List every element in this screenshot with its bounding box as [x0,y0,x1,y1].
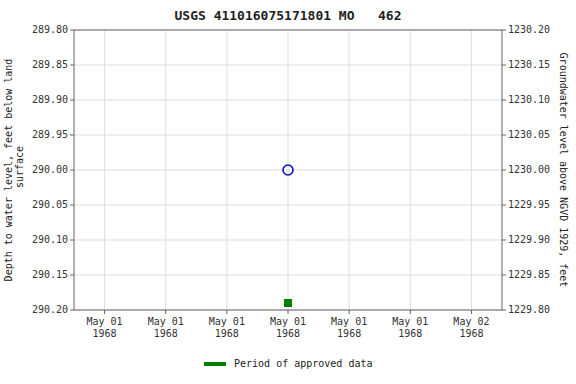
tick-label: 290.15 [32,269,68,280]
chart: 289.80 289.85 289.90 289.95 290.00 290.05 290.… [0,0,576,384]
text-line: May 01 [87,316,123,327]
tick-label: May 011968 [331,316,367,339]
tick-label: 1229.80 [508,304,550,315]
tick-mark [502,135,506,136]
grid-line [226,30,227,310]
tick-label: 1229.90 [508,234,550,245]
tick-mark [70,135,74,136]
point [284,299,292,307]
tick-label: 1230.10 [508,94,550,105]
text-line: May 01 [331,316,367,327]
text-line: May 01 [270,316,306,327]
grid-line [349,30,350,310]
tick-mark [70,65,74,66]
tick-mark [165,310,166,314]
text-line: Depth to water level, feet below land [3,59,14,282]
tick-label: 1230.05 [508,129,550,140]
text-line: May 01 [148,316,184,327]
tick-mark [502,170,506,171]
tick-label: May 011968 [148,316,184,339]
tick-label: 1230.20 [508,24,550,35]
text-line: 1968 [154,328,178,339]
legend-swatch [204,362,226,366]
text-line: May 01 [209,316,245,327]
axes: 289.80 289.85 289.90 289.95 290.00 290.05 290.… [32,24,550,339]
tick-mark [226,310,227,314]
tick-label: May 021968 [453,316,489,339]
text-line: May 01 [392,316,428,327]
point [283,165,293,175]
tick-label: May 011968 [392,316,428,339]
tick-mark [70,275,74,276]
tick-mark [502,30,506,31]
tick-label: May 011968 [87,316,123,339]
text-line: 1968 [93,328,117,339]
tick-label: May 011968 [209,316,245,339]
data [283,165,293,307]
grid-line [410,30,411,310]
text-line: May 02 [453,316,489,327]
grid-line [471,30,472,310]
tick-label: 289.90 [32,94,68,105]
tick-label: 290.10 [32,234,68,245]
tick-mark [349,310,350,314]
text-line: 1968 [459,328,483,339]
tick-mark [70,100,74,101]
tick-mark [502,205,506,206]
grid-line [288,30,289,310]
grid-line [165,30,166,310]
legend-label: Period of approved data [234,358,372,369]
tick-mark [70,170,74,171]
tick-mark [70,30,74,31]
tick-label: 1230.15 [508,59,550,70]
tick-mark [471,310,472,314]
text-line: Groundwater level above NGVD 1929, feet [558,53,569,288]
tick-label: 290.00 [32,164,68,175]
legend: Period of approved data [204,358,372,369]
y2-label-group: Groundwater level above NGVD 1929, feet [558,53,569,288]
tick-mark [410,310,411,314]
tick-label: 289.85 [32,59,68,70]
tick-mark [70,240,74,241]
text-line: surface [14,146,25,194]
tick-label: 289.95 [32,129,68,140]
tick-label: 290.05 [32,199,68,210]
text-line: 1968 [337,328,361,339]
plot-frame [74,30,502,310]
tick-mark [502,275,506,276]
tick-mark [288,310,289,314]
y-label-group: Depth to water level, feet below land su… [3,59,25,282]
tick-label: 1229.85 [508,269,550,280]
tick-mark [502,310,506,311]
tick-label: 1229.95 [508,199,550,210]
tick-label: 289.80 [32,24,68,35]
title: USGS 411016075171801 MO 462 [175,8,402,23]
tick-label: 1230.00 [508,164,550,175]
text-line: 1968 [276,328,300,339]
text-line: 1968 [215,328,239,339]
tick-mark [70,310,74,311]
tick-label: 290.20 [32,304,68,315]
y2-axis-label: Groundwater level above NGVD 1929, feet [558,53,569,288]
grid [74,30,502,310]
y-axis-label: Depth to water level, feet below land su… [3,59,25,282]
tick-label: May 011968 [270,316,306,339]
grid-line [104,30,105,310]
tick-mark [70,205,74,206]
text-line: 1968 [398,328,422,339]
tick-mark [502,65,506,66]
tick-mark [502,240,506,241]
tick-mark [104,310,105,314]
tick-mark [502,100,506,101]
